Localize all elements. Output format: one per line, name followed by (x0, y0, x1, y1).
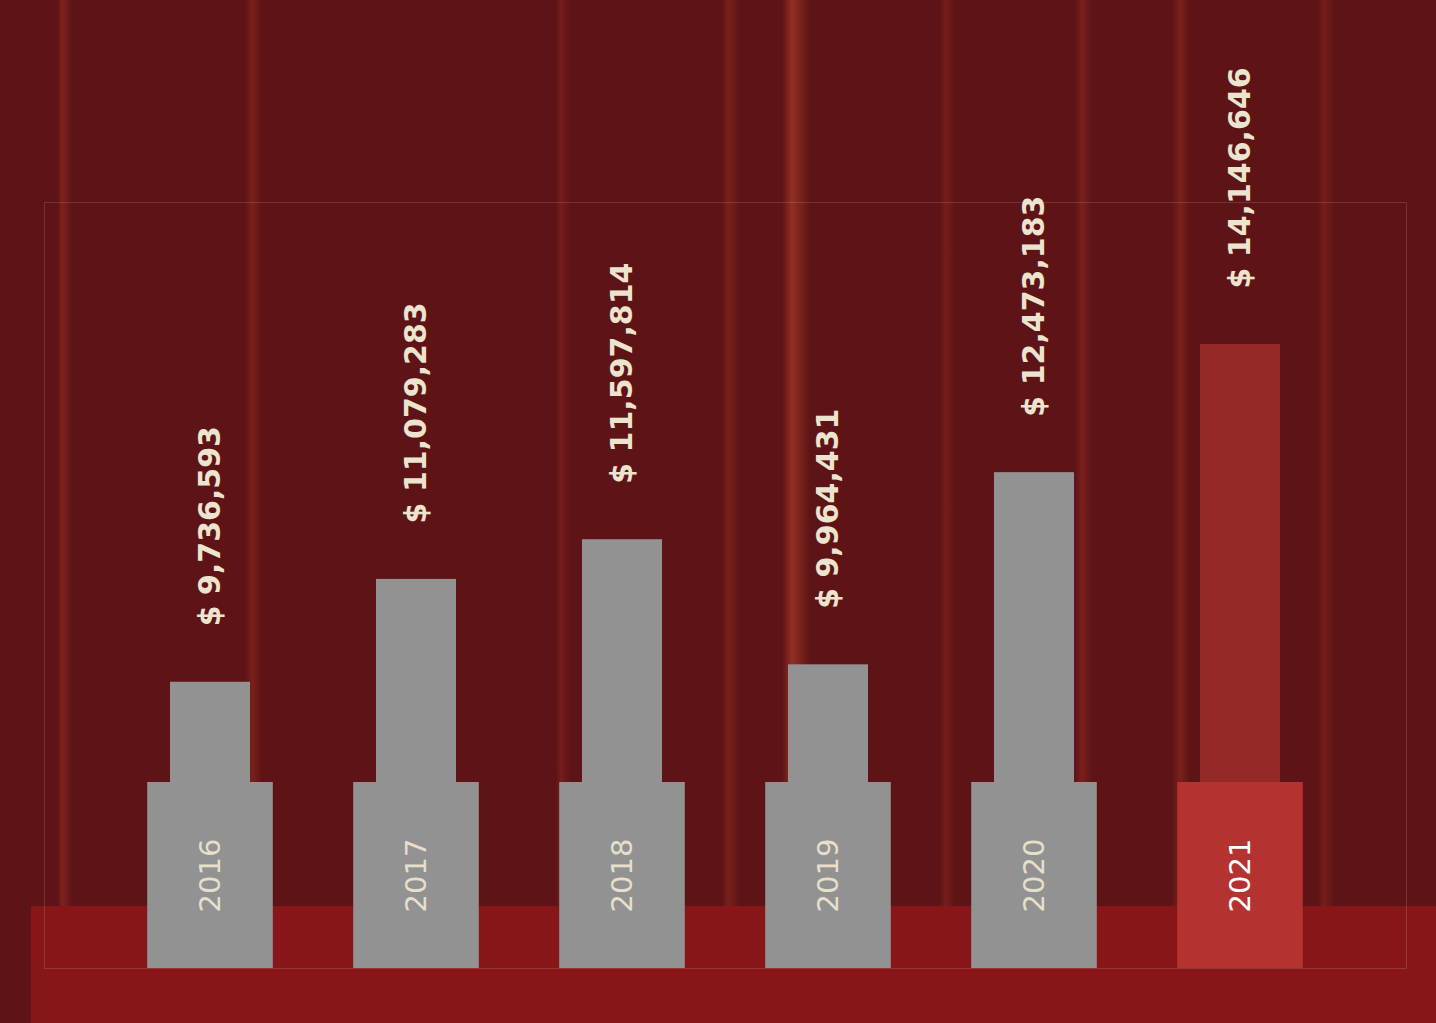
svg-text:2017: 2017 (399, 839, 433, 913)
svg-text:$ 14,146,646: $ 14,146,646 (1222, 67, 1257, 288)
svg-text:$ 12,473,183: $ 12,473,183 (1016, 196, 1051, 417)
svg-text:$ 9,964,431: $ 9,964,431 (810, 409, 845, 609)
svg-text:2018: 2018 (605, 839, 639, 913)
svg-text:$ 11,597,814: $ 11,597,814 (604, 263, 639, 484)
svg-text:$ 9,736,593: $ 9,736,593 (192, 426, 227, 626)
svg-text:$ 11,079,283: $ 11,079,283 (398, 302, 433, 523)
svg-text:2016: 2016 (193, 839, 227, 913)
svg-text:2020: 2020 (1017, 839, 1051, 913)
svg-text:2021: 2021 (1223, 839, 1257, 913)
svg-text:2019: 2019 (811, 839, 845, 913)
